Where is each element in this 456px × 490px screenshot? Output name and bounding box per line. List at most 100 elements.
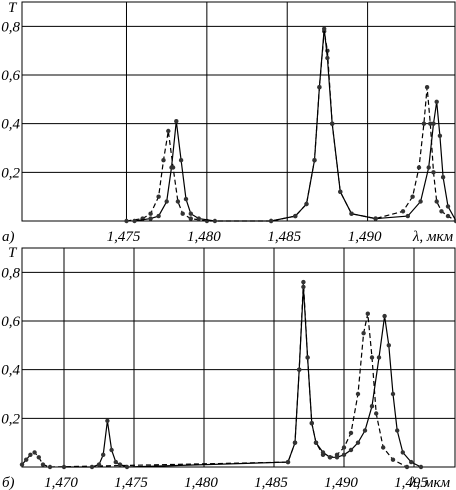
data-point	[327, 455, 333, 460]
x-axis-label: λ, мкм	[412, 229, 454, 245]
plot-frame	[21, 1, 456, 222]
data-point	[317, 85, 322, 90]
data-point	[166, 128, 171, 134]
data-point	[175, 199, 181, 204]
data-point	[164, 199, 169, 204]
data-point	[421, 121, 427, 126]
data-point	[341, 445, 347, 450]
data-point	[180, 211, 185, 216]
series-line-dashed	[21, 282, 408, 468]
data-point	[453, 218, 456, 224]
panel-label: а)	[2, 229, 15, 245]
y-tick-label: 0,2	[1, 411, 20, 427]
data-point	[148, 216, 153, 221]
data-point	[293, 213, 298, 219]
data-point	[341, 452, 347, 457]
data-point	[292, 440, 298, 445]
x-tick-label: 1,495	[394, 475, 428, 490]
data-point	[89, 464, 95, 470]
data-point	[431, 170, 436, 175]
data-point	[304, 201, 309, 207]
data-point	[355, 391, 361, 397]
data-point	[409, 459, 414, 465]
data-point	[418, 199, 423, 204]
y-axis-label: T	[8, 0, 18, 16]
data-point	[312, 158, 317, 163]
data-point	[386, 343, 391, 348]
data-point	[431, 121, 436, 126]
data-point	[365, 311, 370, 316]
y-tick-label: 0,8	[1, 19, 20, 35]
data-point	[161, 158, 166, 163]
y-tick-label: 0,2	[1, 165, 20, 181]
x-tick-label: 1,485	[254, 475, 288, 490]
data-point	[404, 464, 410, 470]
data-point	[373, 216, 378, 221]
data-point	[105, 418, 110, 423]
data-point	[437, 133, 443, 138]
data-point	[36, 455, 41, 460]
data-point	[369, 355, 375, 360]
y-axis-label: T	[8, 245, 18, 261]
data-point	[325, 55, 330, 61]
data-point	[395, 428, 400, 433]
panel-b: 1,470 1,475 1,480 1,485 1,490 1,495 0,2 0,4 0,6 0…	[1, 245, 456, 490]
data-point	[374, 411, 379, 416]
x-tick-label: 1,490	[324, 475, 358, 490]
y-tick-label: 0,6	[1, 314, 20, 330]
data-point	[183, 196, 189, 202]
plot-frame	[21, 247, 456, 468]
data-point	[400, 450, 405, 455]
x-tick-label: 1,475	[114, 475, 148, 490]
panel-a: 1,475 1,480 1,485 1,490 0,2 0,4 0,6 0,8 Tλ, мкм а…	[1, 0, 456, 245]
data-point	[148, 211, 153, 216]
data-point	[362, 428, 368, 433]
data-point	[28, 452, 33, 457]
y-tick-label: 0,4	[1, 363, 20, 379]
x-tick-label: 1,470	[44, 475, 78, 490]
data-point	[361, 331, 366, 336]
y-tick-label: 0,6	[1, 68, 20, 84]
data-point	[47, 464, 53, 470]
data-point	[390, 391, 396, 397]
series-line-solid	[134, 28, 456, 222]
data-point	[416, 165, 422, 170]
data-point	[390, 457, 396, 462]
data-point	[400, 209, 406, 214]
y-tick-label: 0,4	[1, 117, 20, 133]
x-tick-label: 1,480	[187, 229, 221, 245]
data-point	[117, 462, 123, 467]
data-point	[320, 450, 326, 455]
data-point	[348, 447, 354, 453]
data-point	[434, 199, 439, 204]
data-point	[334, 455, 340, 460]
panel-label: б)	[2, 475, 15, 490]
data-point	[132, 218, 137, 224]
data-point	[156, 213, 161, 219]
data-point	[418, 464, 424, 470]
data-point	[301, 279, 306, 285]
data-point	[169, 165, 174, 170]
data-point	[24, 457, 29, 462]
data-point	[348, 430, 354, 436]
data-point	[376, 355, 382, 360]
data-point	[196, 216, 201, 221]
y-tick-label: 0,8	[1, 265, 20, 281]
data-point	[355, 440, 361, 445]
data-point	[434, 99, 439, 105]
data-point	[349, 211, 354, 216]
x-axis-label: λ, мкм	[409, 475, 451, 490]
data-point	[19, 462, 25, 467]
data-point	[309, 421, 314, 426]
data-point	[381, 445, 386, 450]
data-point	[428, 121, 433, 126]
data-point	[301, 284, 306, 290]
data-point	[212, 218, 218, 224]
data-point	[101, 452, 106, 457]
data-point	[285, 459, 291, 465]
data-point	[439, 209, 444, 214]
data-point	[305, 355, 310, 360]
data-point	[440, 175, 446, 180]
data-point	[445, 204, 451, 209]
